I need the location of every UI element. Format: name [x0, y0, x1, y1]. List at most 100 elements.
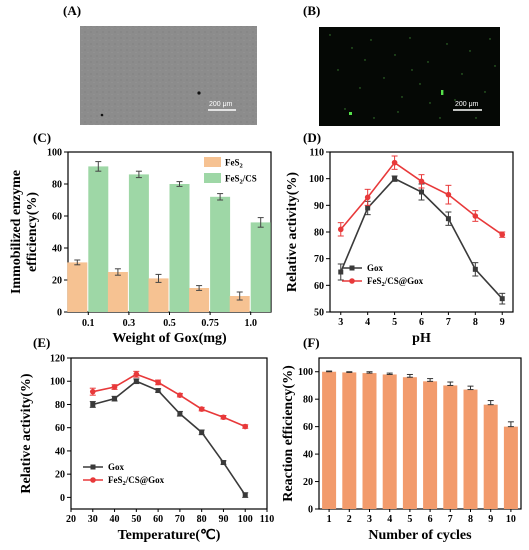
y-tick-label: 40: [303, 450, 313, 461]
data-point: [499, 231, 506, 238]
chart-f: (F) 0 20 40 60 80 100 1 2 3 4 5 6 7 8 9 10 Number of cycl…: [281, 335, 522, 543]
bar: [402, 377, 417, 509]
fluorescence-speck: [446, 43, 448, 45]
data-point: [337, 226, 344, 233]
x-axis-label: Number of cycles: [368, 528, 472, 543]
data-point: [391, 159, 398, 166]
y-tick-label: 70: [314, 254, 324, 265]
y-tick-label: 60: [314, 281, 324, 292]
bar: [189, 288, 210, 312]
x-tick-label: 6: [419, 317, 424, 328]
data-point: [177, 392, 183, 398]
x-tick-label: 90: [218, 514, 228, 525]
fluorescence-speck: [429, 102, 431, 104]
x-tick-label: 7: [446, 317, 451, 328]
micrograph-b: 200 μm: [319, 27, 500, 126]
y-tick-label: 80: [303, 395, 313, 406]
data-point: [242, 492, 248, 498]
fluorescence-speck: [364, 59, 366, 61]
data-point: [418, 178, 425, 185]
panel-c-label: (C): [33, 130, 51, 145]
bar: [148, 278, 169, 312]
y-tick-label: 100: [47, 148, 62, 159]
data-point: [155, 379, 161, 386]
y-axis-label: Reaction efficiency(%): [281, 365, 296, 502]
fluorescence-speck: [394, 54, 396, 56]
y-tick-label: 60: [55, 423, 65, 434]
x-tick-label: 0.1: [82, 318, 95, 329]
legend-marker: [90, 464, 96, 470]
legend-label: FeS2: [225, 158, 243, 170]
y-tick-label: 20: [303, 477, 313, 488]
x-tick-label: 9: [500, 317, 505, 328]
micrograph-a-speck: [197, 91, 201, 95]
x-tick-label: 70: [175, 514, 185, 525]
fluorescence-speck: [397, 111, 399, 113]
x-tick-label: 0.5: [163, 318, 176, 329]
fluorescence-speck: [454, 99, 456, 101]
chart-c: (C) 0 20 40 60 80 100 0.1 0.3 0.5 0.75 1.0 Weight of…: [9, 130, 272, 346]
x-axis-label: Temperature(℃): [118, 528, 221, 543]
fluorescence-speck: [484, 91, 486, 93]
bar: [423, 381, 438, 509]
legend-label: Gox: [367, 263, 384, 273]
fluorescence-speck: [351, 47, 353, 49]
x-tick-label: 3: [367, 514, 372, 525]
y-tick-label: 90: [314, 201, 324, 212]
x-tick-label: 40: [110, 514, 120, 525]
x-tick-label: 110: [260, 514, 274, 525]
plot-frame: [70, 357, 268, 510]
x-tick-label: 1.0: [244, 318, 257, 329]
bar: [362, 373, 377, 509]
data-point: [364, 194, 371, 201]
y-tick-label: 120: [50, 354, 65, 365]
data-point: [133, 378, 139, 384]
legend-label: Gox: [108, 462, 125, 472]
data-point: [338, 269, 344, 275]
x-tick-label: 100: [238, 514, 253, 525]
series-line: [92, 373, 246, 428]
scalebar-b-label: 200 μm: [455, 101, 479, 108]
data-point: [177, 411, 183, 417]
y-tick-label: 110: [310, 148, 324, 159]
x-tick-label: 3: [338, 317, 343, 328]
bar: [382, 374, 397, 509]
x-tick-label: 80: [197, 514, 207, 525]
bar: [443, 385, 458, 509]
data-point: [472, 213, 479, 219]
legend-label: FeS2/CS@Gox: [367, 276, 424, 288]
x-tick-label: 2: [347, 514, 352, 525]
y-tick-label: 80: [52, 180, 62, 191]
data-point: [220, 460, 226, 466]
fluorescence-speck: [475, 117, 477, 119]
legend-marker: [349, 265, 355, 271]
fluorescence-speck: [494, 65, 496, 67]
fluorescence-spot: [441, 90, 444, 95]
legend-swatch: [204, 173, 221, 183]
legend-label: FeS2/CS: [225, 174, 257, 186]
x-axis-label: pH: [412, 331, 431, 346]
bar: [88, 166, 109, 312]
panel-a-label: (A): [63, 3, 81, 18]
bar: [128, 174, 149, 312]
data-point: [89, 388, 96, 395]
data-point: [242, 423, 249, 430]
bar: [169, 184, 190, 312]
micrograph-a: 200 μm: [80, 26, 257, 125]
fluorescence-speck: [337, 69, 339, 71]
x-tick-label: 10: [506, 514, 516, 525]
legend-marker: [90, 477, 96, 483]
bar: [483, 404, 498, 509]
x-tick-label: 1: [327, 514, 332, 525]
fluorescence-speck: [401, 96, 403, 98]
y-tick-label: 0: [57, 308, 62, 319]
data-point: [220, 414, 227, 421]
panel-label: (E): [33, 335, 50, 350]
fluorescence-speck: [469, 50, 471, 52]
x-tick-label: 0.75: [201, 318, 219, 329]
fluorescence-speck: [409, 37, 411, 39]
panel-b-label: (B): [303, 3, 320, 18]
fluorescence-speck: [359, 87, 361, 89]
data-point: [445, 191, 452, 198]
